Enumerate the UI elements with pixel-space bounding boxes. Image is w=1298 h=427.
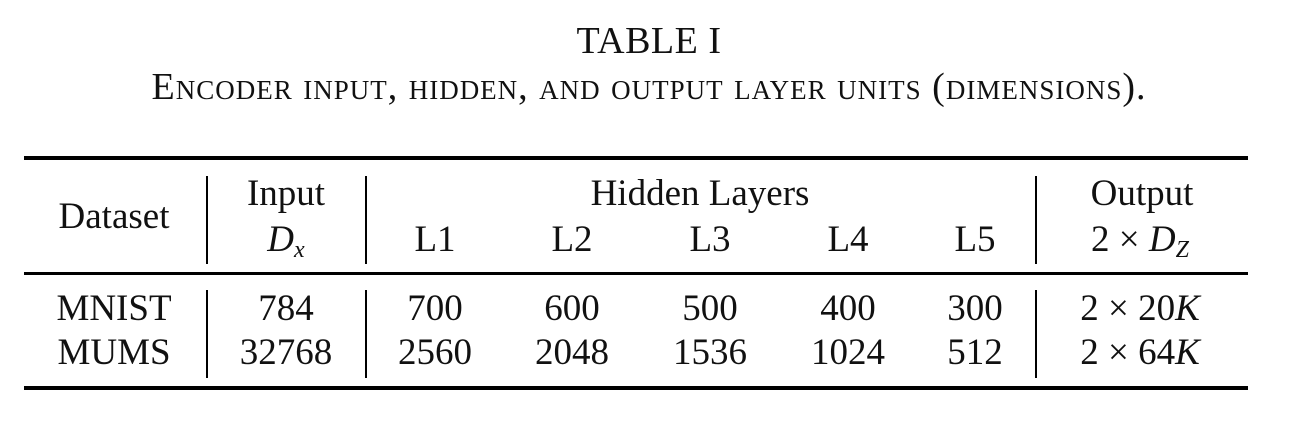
header-output: Output [1090,173,1194,214]
row-hidden-l4: 1024 [811,332,885,373]
top-rule [24,156,1248,160]
row-hidden-l5: 512 [947,332,1003,373]
row-hidden-l2: 600 [544,288,600,329]
header-layer-l2: L2 [551,219,593,260]
header-hidden-layers: Hidden Layers [590,173,810,214]
row-hidden-l3: 500 [682,288,738,329]
row-dataset: MNIST [56,288,172,329]
bottom-rule [24,386,1248,390]
table-title: TABLE I [576,20,722,62]
header-layer-l3: L3 [689,219,731,260]
table-subtitle: Encoder input, hidden, and output layer … [151,66,1147,108]
header-layer-l4: L4 [827,219,869,260]
separator-input-hidden [365,290,367,378]
row-hidden-l1: 2560 [398,332,472,373]
row-hidden-l2: 2048 [535,332,609,373]
row-input: 784 [258,288,314,329]
row-hidden-l1: 700 [407,288,463,329]
header-input: Input [246,173,326,214]
row-dataset: MUMS [57,332,171,373]
row-output: 2 × 20K [1080,288,1200,329]
separator-hidden-output [1035,176,1037,264]
separator-input-hidden [365,176,367,264]
row-hidden-l4: 400 [820,288,876,329]
separator-dataset-input [206,290,208,378]
header-input-symbol: Dx [267,219,305,263]
row-input: 32768 [239,332,333,373]
header-output-symbol: 2 × DZ [1091,219,1189,263]
separator-hidden-output [1035,290,1037,378]
row-output: 2 × 64K [1080,332,1200,373]
separator-dataset-input [206,176,208,264]
mid-rule [24,272,1248,275]
header-layer-l1: L1 [414,219,456,260]
row-hidden-l3: 1536 [673,332,747,373]
header-dataset: Dataset [58,196,170,237]
header-layer-l5: L5 [954,219,996,260]
row-hidden-l5: 300 [947,288,1003,329]
